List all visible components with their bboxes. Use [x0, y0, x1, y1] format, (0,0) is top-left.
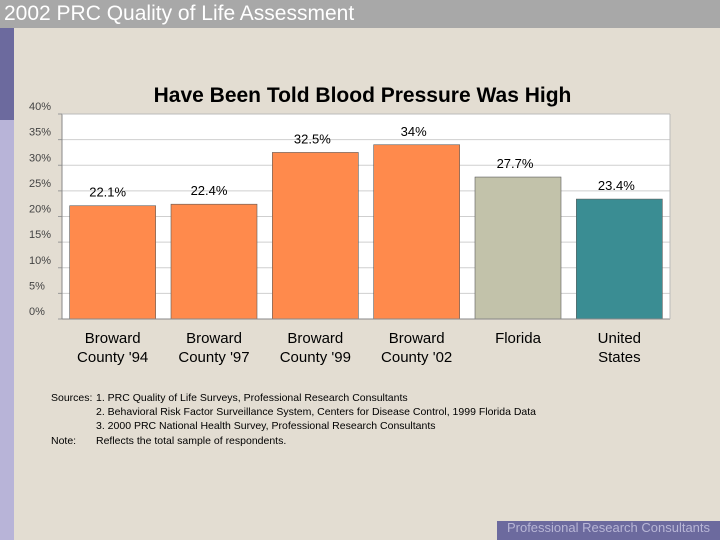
y-tick-label: 15%: [29, 229, 51, 241]
y-tick-label: 30%: [29, 152, 51, 164]
category-label: County '99: [280, 349, 351, 366]
value-label: 22.1%: [89, 185, 126, 200]
y-tick-label: 35%: [29, 127, 51, 139]
footer-box: Professional Research Consultants: [497, 521, 720, 540]
y-tick-label: 40%: [29, 101, 51, 113]
source-2: 2. Behavioral Risk Factor Surveillance S…: [96, 406, 537, 419]
y-tick-label: 10%: [29, 255, 51, 267]
y-tick-label: 5%: [29, 280, 45, 292]
source-row-3: 3. 2000 PRC National Health Survey, Prof…: [51, 419, 651, 433]
left-decorative-stripe: [0, 28, 14, 540]
bar: [170, 203, 258, 320]
chart-title: Have Been Told Blood Pressure Was High: [153, 84, 572, 107]
bar: [272, 152, 359, 320]
category-label: Broward: [85, 330, 141, 347]
category-label: States: [598, 349, 641, 366]
slide-title: 2002 PRC Quality of Life Assessment: [4, 2, 355, 25]
value-label: 34%: [401, 124, 427, 139]
source-3: 3. 2000 PRC National Health Survey, Prof…: [96, 420, 436, 433]
value-label: 32.5%: [294, 131, 331, 146]
y-tick-label: 20%: [29, 204, 51, 216]
value-label: 27.7%: [497, 156, 534, 171]
note-label: Note:: [51, 434, 77, 447]
bar: [576, 198, 663, 320]
category-label: United: [598, 330, 641, 347]
category-label: Broward: [287, 330, 343, 347]
sources-note: Sources: 1. PRC Quality of Life Surveys,…: [51, 391, 651, 448]
note-row: Note: Reflects the total sample of respo…: [51, 434, 651, 448]
note-text: Reflects the total sample of respondents…: [96, 434, 287, 447]
category-label: Broward: [186, 330, 242, 347]
bar: [69, 205, 156, 320]
y-tick-label: 25%: [29, 178, 51, 190]
value-label: 22.4%: [191, 183, 228, 198]
source-1: 1. PRC Quality of Life Surveys, Professi…: [96, 392, 408, 404]
source-row-2: 2. Behavioral Risk Factor Surveillance S…: [51, 405, 651, 419]
category-label: Broward: [389, 330, 445, 347]
bar: [373, 144, 460, 320]
header-bar: 2002 PRC Quality of Life Assessment: [0, 0, 720, 28]
category-label: County '97: [178, 349, 249, 366]
source-row-1: Sources: 1. PRC Quality of Life Surveys,…: [51, 391, 651, 405]
sources-label: Sources:: [51, 392, 93, 404]
value-label: 23.4%: [598, 178, 635, 193]
left-decorative-stripe-dark: [0, 28, 14, 120]
y-tick-label: 0%: [29, 306, 45, 318]
category-label: County '94: [77, 349, 148, 366]
bar: [474, 176, 562, 320]
footer-text: Professional Research Consultants: [506, 521, 711, 535]
category-label: County '02: [381, 349, 452, 366]
category-label: Florida: [495, 330, 542, 347]
